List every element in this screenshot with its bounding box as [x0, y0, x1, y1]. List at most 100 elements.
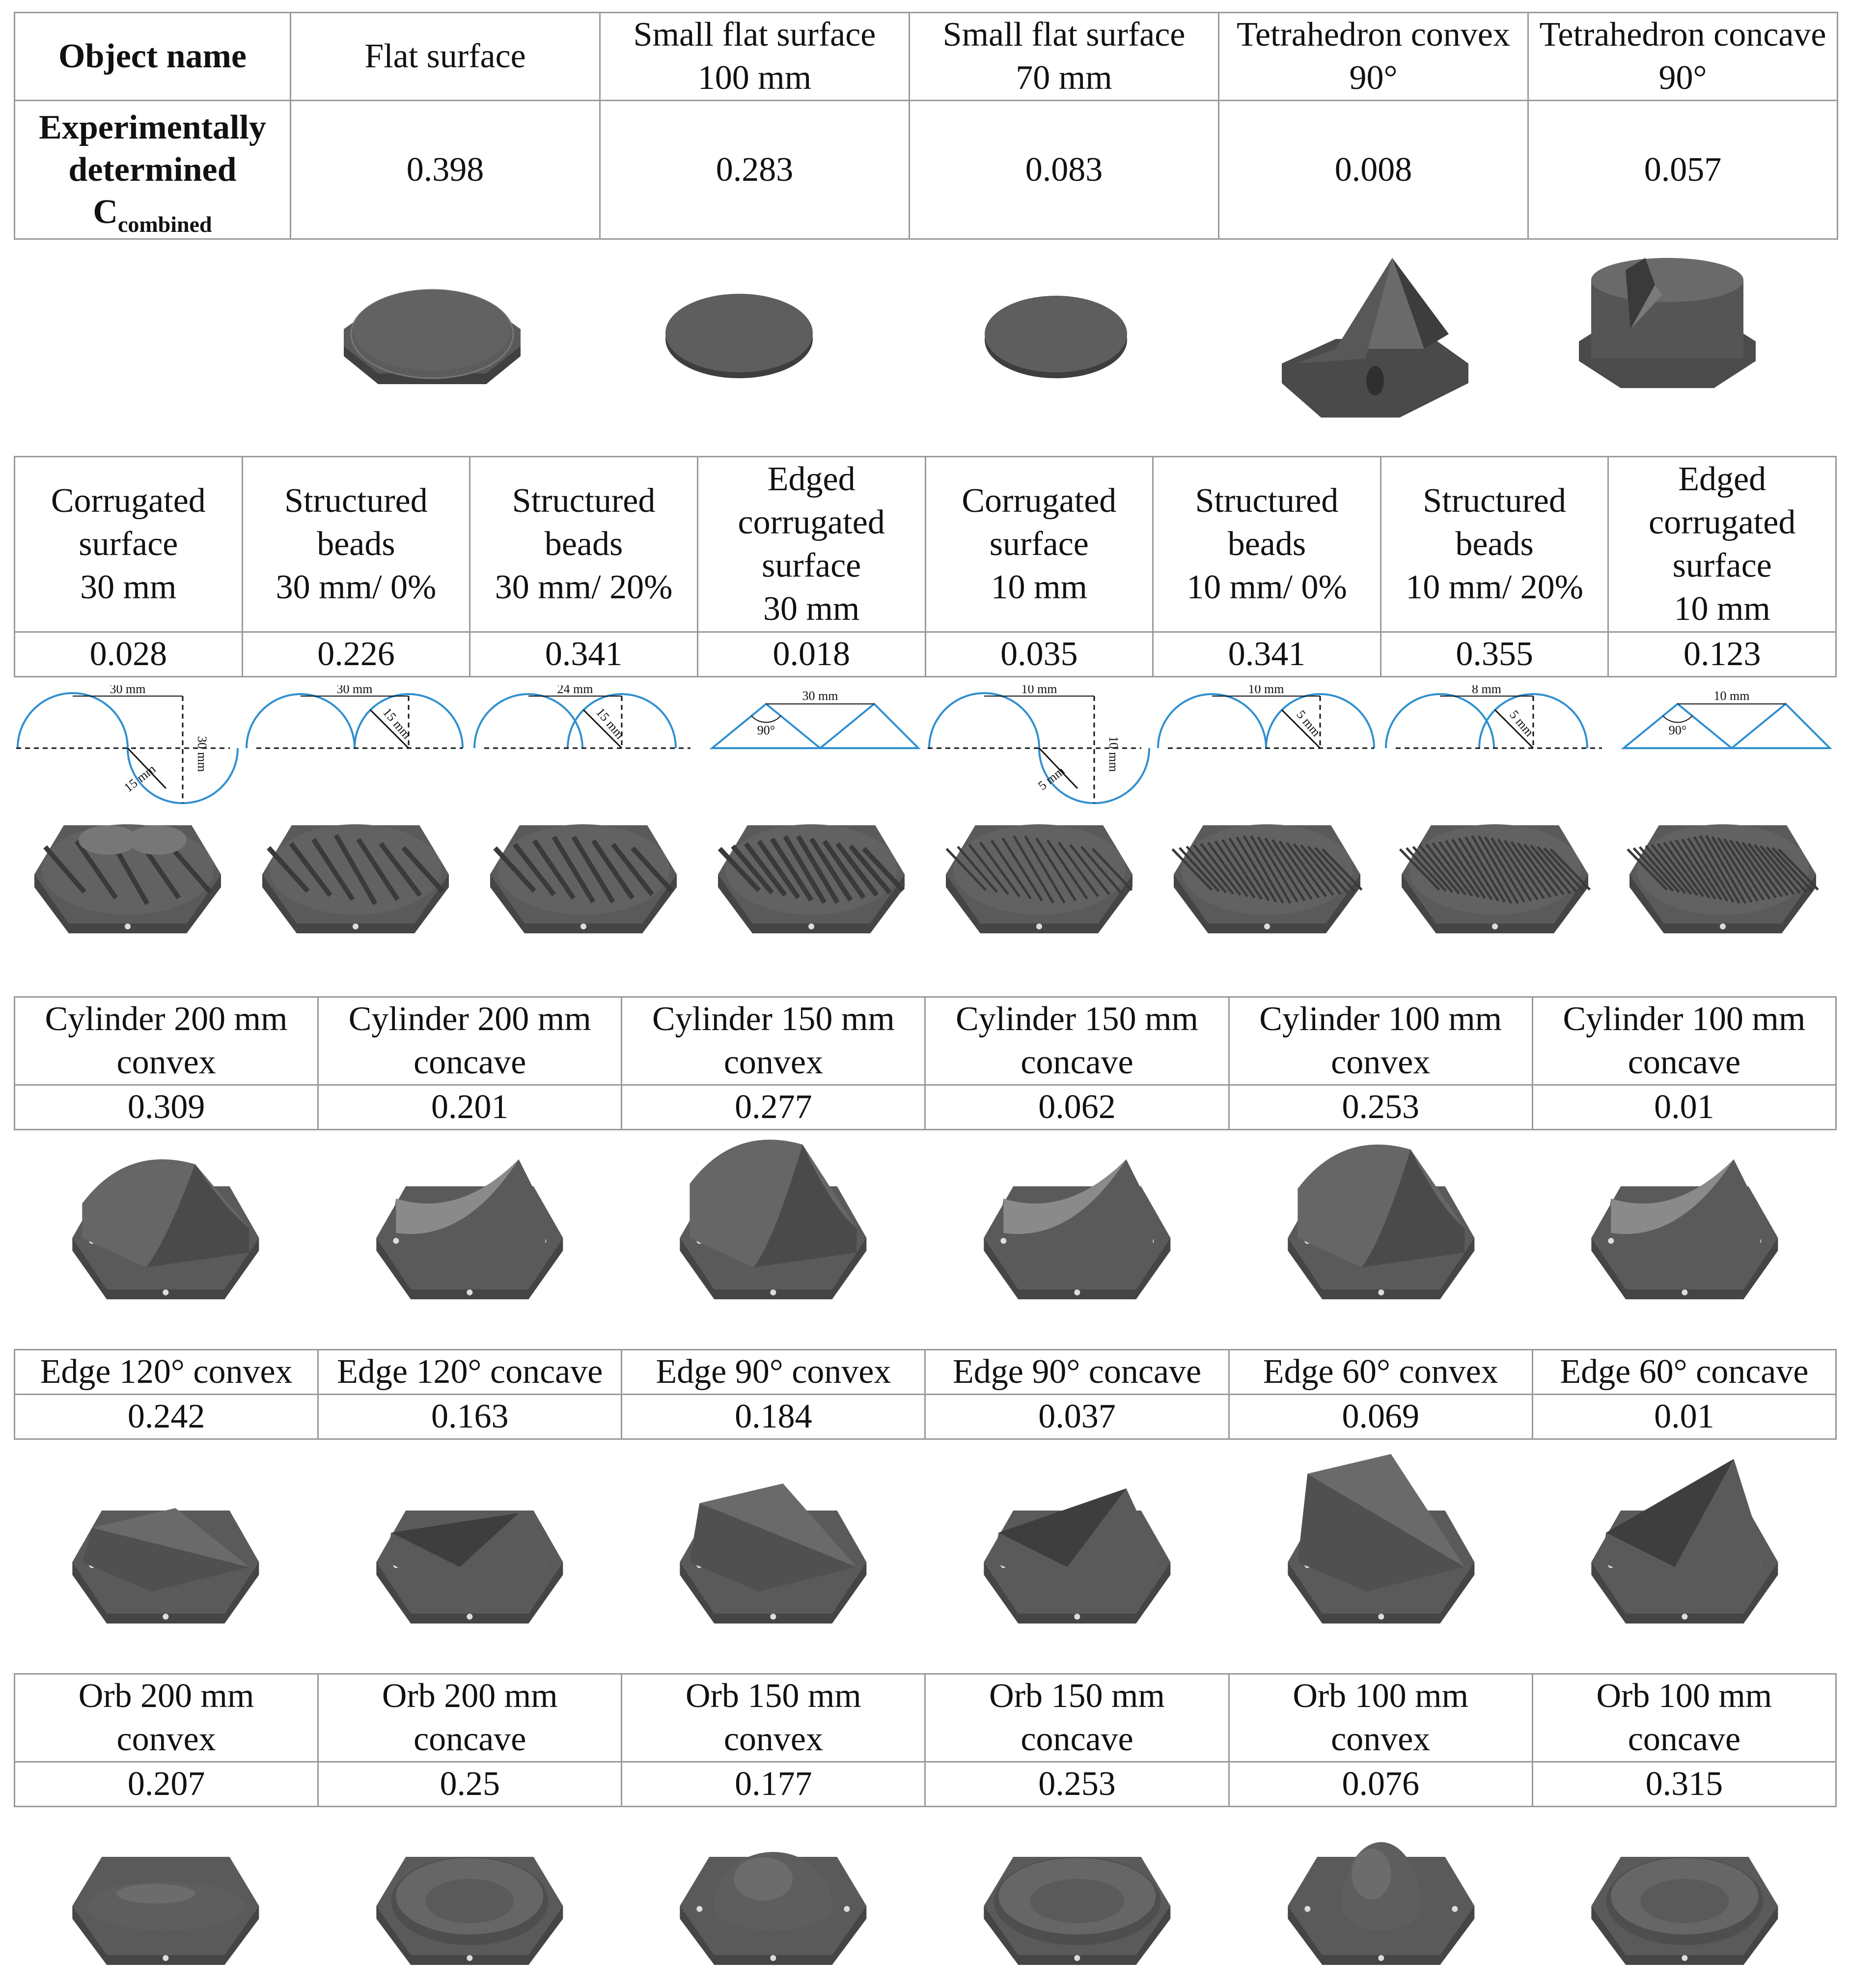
object-name-cell: Tetrahedron convex 90°: [1218, 12, 1529, 101]
edge-convex-render: [680, 1484, 867, 1624]
value-cell: 0.184: [621, 1394, 926, 1440]
structured-plate-render: [1399, 824, 1591, 933]
diagram-label: 10 mm: [1106, 736, 1121, 772]
value-cell: 0.062: [924, 1084, 1230, 1130]
value-cell: 0.076: [1228, 1761, 1533, 1807]
profile-diagram-corrugated: 10 mm 5 mm 10 mm: [928, 685, 1150, 804]
value-cell: 0.163: [317, 1394, 623, 1440]
value-cell: 0.253: [924, 1761, 1230, 1807]
diagram-label: 10 mm: [1248, 685, 1284, 696]
value-cell: 0.309: [13, 1084, 319, 1130]
value-cell: 0.177: [621, 1761, 926, 1807]
object-name-cell: Structured beads 10 mm/ 0%: [1152, 456, 1381, 633]
object-name-cell: Edge 120° convex: [13, 1349, 319, 1395]
object-name-cell: Flat surface: [290, 12, 601, 101]
value-cell: 0.008: [1218, 100, 1529, 240]
structured-plate-render: [490, 824, 677, 933]
structured-plate-render: [262, 824, 449, 933]
object-name-cell: Edge 60° concave: [1531, 1349, 1837, 1395]
structured-plate-render: [718, 824, 905, 933]
object-name-cell: Edged corrugated surface 30 mm: [696, 456, 926, 633]
subscript-combined: combined: [117, 211, 212, 237]
tetrahedron-convex-render: [1282, 258, 1468, 418]
value-cell: 0.123: [1607, 631, 1837, 677]
structured-plate-render: [1171, 824, 1363, 933]
object-name-cell: Small flat surface 70 mm: [909, 12, 1219, 101]
value-cell: 0.25: [317, 1761, 623, 1807]
orb-convex-render: [680, 1852, 867, 1965]
orb-concave-render: [1591, 1857, 1778, 1965]
edge-renders-row: [14, 1454, 1837, 1641]
value-cell: 0.01: [1531, 1394, 1837, 1440]
diagram-label: 10 mm: [1714, 689, 1750, 703]
value-cell: 0.037: [924, 1394, 1230, 1440]
object-name-cell: Cylinder 150 mm concave: [924, 996, 1230, 1086]
table-section-3: Cylinder 200 mm convex Cylinder 200 mm con…: [13, 996, 1837, 1130]
structured-plate-render: [34, 824, 221, 933]
diagram-label: 90°: [757, 723, 775, 737]
edge-convex-render: [1287, 1454, 1474, 1624]
table-section-5: Orb 200 mm convex Orb 200 mm concave Orb 1…: [13, 1673, 1837, 1807]
object-name-cell: Tetrahedron concave 90°: [1527, 12, 1838, 101]
value-cell: 0.028: [14, 631, 243, 677]
object-name-cell: Orb 100 mm convex: [1228, 1673, 1533, 1763]
value-cell: 0.315: [1531, 1761, 1837, 1807]
object-name-cell: Corrugated surface 30 mm: [14, 456, 243, 633]
value-cell: 0.226: [241, 631, 471, 677]
object-name-cell: Cylinder 100 mm convex: [1228, 996, 1533, 1086]
edge-concave-render: [984, 1488, 1171, 1624]
cylinder-renders-row: [14, 1140, 1837, 1316]
object-name-cell: Small flat surface 100 mm: [599, 12, 910, 101]
value-cell: 0.069: [1228, 1394, 1533, 1440]
value-cell: 0.355: [1380, 631, 1609, 677]
table-section-2: Corrugated surface 30 mm Structured beads 30…: [14, 456, 1837, 677]
object-name-cell: Edge 90° concave: [924, 1349, 1230, 1395]
object-name-cell: Cylinder 100 mm concave: [1531, 996, 1837, 1086]
orb-concave-render: [984, 1857, 1171, 1965]
cylinder-convex-render: [680, 1140, 867, 1299]
value-cell: 0.201: [317, 1084, 623, 1130]
flat-plate-render: [344, 289, 521, 384]
orb-convex-render: [72, 1857, 259, 1965]
value-cell: 0.035: [924, 631, 1154, 677]
edge-convex-render: [72, 1508, 259, 1624]
object-name-cell: Orb 100 mm concave: [1531, 1673, 1837, 1763]
object-name-cell: Edge 90° convex: [621, 1349, 926, 1395]
value-cell: 0.398: [290, 100, 601, 240]
orb-renders-row: [14, 1818, 1837, 1980]
object-name-cell: Orb 150 mm concave: [924, 1673, 1230, 1763]
diagram-label: 30 mm: [110, 685, 146, 696]
object-name-cell: Orb 150 mm convex: [621, 1673, 926, 1763]
diagram-label: 24 mm: [557, 685, 593, 696]
object-name-cell: Edged corrugated surface 10 mm: [1607, 456, 1837, 633]
structured-plate-render: [945, 824, 1133, 933]
edge-concave-render: [1591, 1459, 1778, 1624]
diagram-label: 30 mm: [195, 736, 209, 772]
object-name-cell: Orb 200 mm convex: [13, 1673, 319, 1763]
edge-concave-render: [376, 1511, 563, 1624]
profile-diagram-corrugated: 30 mm 15 mm 30 mm: [16, 685, 239, 804]
diagram-label: 30 mm: [337, 685, 373, 696]
object-name-cell: Cylinder 200 mm concave: [317, 996, 623, 1086]
diagram-label: 5 mm: [1507, 707, 1537, 739]
value-cell: 0.057: [1527, 100, 1838, 240]
value-cell: 0.283: [599, 100, 910, 240]
object-name-cell: Structured beads 30 mm/ 20%: [469, 456, 698, 633]
value-cell: 0.277: [621, 1084, 926, 1130]
diagram-label: 10 mm: [1022, 685, 1057, 696]
value-cell: 0.341: [1152, 631, 1381, 677]
profile-diagram-edged: 10 mm 90°: [1621, 689, 1832, 750]
diagram-label: 8 mm: [1472, 685, 1501, 696]
small-disk-render: [985, 296, 1127, 378]
orb-convex-render: [1287, 1842, 1474, 1965]
value-cell: 0.207: [13, 1761, 319, 1807]
object-name-cell: Corrugated surface 10 mm: [924, 456, 1154, 633]
header-c-combined: Experimentally determined Ccombined: [14, 100, 291, 240]
diagram-label: 90°: [1669, 723, 1686, 737]
profile-diagram-beads-overlap: 8 mm 5 mm: [1385, 685, 1602, 749]
profile-diagram-beads: 10 mm 5 mm: [1157, 685, 1375, 749]
object-name-cell: Edge 60° convex: [1228, 1349, 1533, 1395]
object-name-cell: Structured beads 10 mm/ 20%: [1380, 456, 1609, 633]
orb-concave-render: [376, 1857, 563, 1965]
